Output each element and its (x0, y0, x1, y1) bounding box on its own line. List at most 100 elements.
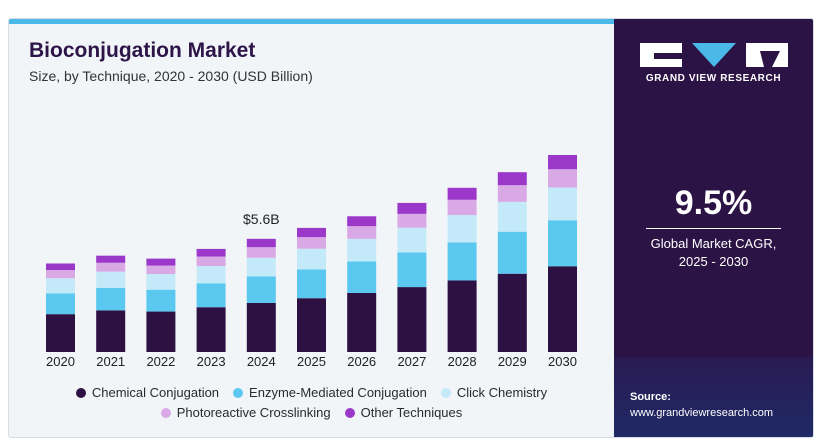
bar-segment-2026-1 (347, 261, 377, 293)
bar-segment-2028-4 (447, 187, 477, 200)
legend-label: Enzyme-Mediated Conjugation (249, 385, 427, 400)
legend-label: Click Chemistry (456, 385, 548, 400)
bar-segment-2022-3 (146, 265, 176, 275)
logo-text: GRAND VIEW RESEARCH (645, 73, 782, 84)
bar-annotation-2024: $5.6B (243, 211, 280, 227)
bar-segment-2021-2 (96, 271, 126, 288)
x-tick-label-2025: 2025 (297, 354, 326, 369)
bar-segment-2024-1 (246, 276, 276, 303)
source-url[interactable]: www.grandviewresearch.com (630, 407, 774, 419)
bar-segment-2025-0 (297, 298, 326, 352)
bar-segment-2020-2 (46, 278, 75, 294)
bar-segment-2026-2 (347, 238, 377, 262)
legend-item-other-techniques: Other Techniques (344, 405, 463, 420)
bar-segment-2021-0 (96, 310, 126, 352)
cagr-label: Global Market CAGR, 2025 - 2030 (614, 235, 813, 271)
legend-item-chemical-conjugation: Chemical Conjugation (75, 385, 220, 400)
panel-footer (614, 357, 813, 437)
bar-segment-2020-1 (46, 293, 75, 315)
chart-card: Bioconjugation Market Size, by Technique… (8, 18, 814, 438)
bar-segment-2029-2 (497, 201, 527, 232)
bar-segment-2023-0 (196, 307, 226, 352)
grand-view-research-logo (640, 43, 788, 67)
bar-segment-2024-3 (246, 247, 276, 258)
bar-segment-2029-0 (497, 273, 527, 352)
bar-segment-2030-3 (548, 169, 577, 188)
bar-segment-2029-3 (497, 185, 527, 202)
bar-segment-2030-4 (548, 154, 577, 170)
bar-segment-2022-2 (146, 274, 176, 290)
bar-segment-2027-4 (397, 202, 427, 214)
x-tick-label-2027: 2027 (397, 354, 426, 369)
accent-bar (9, 19, 614, 24)
legend-label: Other Techniques (360, 405, 463, 420)
legend-item-photoreactive-crosslinking: Photoreactive Crosslinking (160, 405, 331, 420)
bar-segment-2024-0 (246, 302, 276, 352)
bar-segment-2026-4 (347, 216, 377, 227)
bar-segment-2022-4 (146, 258, 176, 266)
legend-swatch (233, 387, 244, 398)
bar-segment-2028-0 (447, 280, 477, 352)
legend-swatch (75, 387, 86, 398)
bar-segment-2023-3 (196, 256, 226, 267)
bar-segment-2027-0 (397, 287, 427, 352)
bar-segment-2029-4 (497, 172, 527, 186)
legend-swatch (160, 407, 171, 418)
bar-segment-2030-0 (548, 266, 577, 352)
bar-segment-2021-3 (96, 262, 126, 272)
chart-title: Bioconjugation Market (29, 39, 256, 62)
bar-chart: 2020 2021 2022 2023 2024 $5.6B 2025 2026 2027 202… (46, 154, 577, 369)
info-panel: GRAND VIEW RESEARCH 9.5% Global Market C… (614, 19, 813, 437)
source-label: Source: (630, 391, 671, 403)
bar-segment-2028-3 (447, 199, 477, 216)
cagr-label-line-2: 2025 - 2030 (678, 254, 749, 269)
bar-segment-2030-2 (548, 187, 577, 221)
x-tick-label-2022: 2022 (146, 354, 175, 369)
bar-segment-2030-1 (548, 220, 577, 267)
legend-row-1: Chemical Conjugation Enzyme-Mediated Con… (9, 385, 614, 400)
bar-segment-2028-2 (447, 215, 477, 243)
bar-segment-2021-1 (96, 287, 126, 311)
bar-segment-2025-3 (297, 237, 326, 249)
legend-swatch (440, 387, 451, 398)
legend-item-enzyme-mediated-conjugation: Enzyme-Mediated Conjugation (233, 385, 427, 400)
bar-segment-2023-4 (196, 248, 226, 257)
bar-segment-2027-1 (397, 252, 427, 288)
bar-segment-2020-3 (46, 270, 75, 279)
bar-segment-2027-2 (397, 227, 427, 253)
legend-swatch (344, 407, 355, 418)
x-tick-label-2024: 2024 (247, 354, 276, 369)
x-tick-label-2020: 2020 (46, 354, 75, 369)
bar-segment-2029-1 (497, 231, 527, 274)
chart-subtitle: Size, by Technique, 2020 - 2030 (USD Bil… (29, 68, 313, 84)
x-tick-label-2026: 2026 (347, 354, 376, 369)
bar-segment-2024-2 (246, 257, 276, 277)
bar-segment-2022-1 (146, 289, 176, 312)
x-tick-label-2028: 2028 (448, 354, 477, 369)
cagr-label-line-1: Global Market CAGR, (650, 236, 777, 251)
bar-segment-2021-4 (96, 255, 126, 263)
x-tick-label-2023: 2023 (197, 354, 226, 369)
bar-segment-2020-4 (46, 263, 75, 271)
bar-segment-2024-4 (246, 238, 276, 248)
bar-segment-2025-1 (297, 269, 326, 299)
x-tick-label-2030: 2030 (548, 354, 577, 369)
bar-segment-2025-2 (297, 248, 326, 270)
legend-row-2: Photoreactive Crosslinking Other Techniq… (9, 405, 614, 420)
bar-segment-2020-0 (46, 314, 75, 352)
bar-segment-2023-1 (196, 283, 226, 308)
bar-segment-2026-3 (347, 226, 377, 239)
bar-segment-2028-1 (447, 242, 477, 281)
bar-segment-2023-2 (196, 266, 226, 284)
cagr-value: 9.5% (674, 184, 753, 222)
bar-segment-2027-3 (397, 213, 427, 228)
divider (646, 228, 781, 229)
bar-segment-2026-0 (347, 292, 377, 352)
bar-segment-2022-0 (146, 311, 176, 352)
x-tick-label-2021: 2021 (96, 354, 125, 369)
bar-segment-2025-4 (297, 227, 326, 238)
legend-label: Photoreactive Crosslinking (176, 405, 331, 420)
legend-label: Chemical Conjugation (91, 385, 220, 400)
x-tick-label-2029: 2029 (498, 354, 527, 369)
legend-item-click-chemistry: Click Chemistry (440, 385, 548, 400)
